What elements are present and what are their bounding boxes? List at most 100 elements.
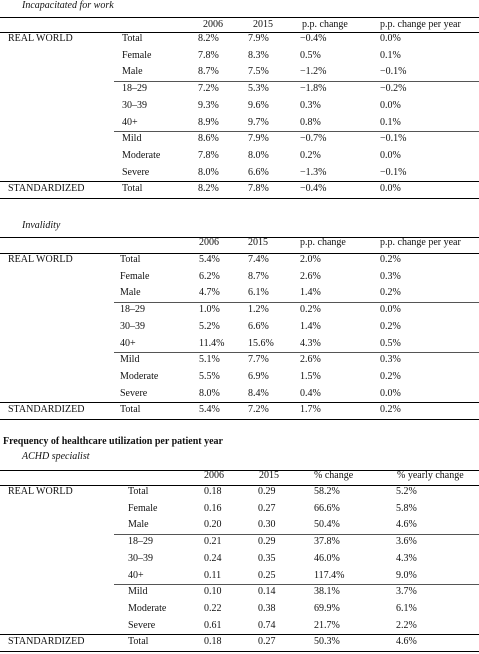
standardized-rule xyxy=(0,402,479,404)
table-cell: 6.9% xyxy=(248,370,269,382)
row-label: Male xyxy=(122,66,143,78)
row-label: Mild xyxy=(122,133,142,145)
table-cell: −0.4% xyxy=(300,33,327,44)
table-cell: 5.5% xyxy=(199,370,220,382)
table-cell: 5.2% xyxy=(396,486,417,497)
table-cell: 6.6% xyxy=(248,320,269,332)
table-cell: 0.22 xyxy=(204,602,222,614)
row-label: Moderate xyxy=(128,602,167,614)
table-cell: 37.8% xyxy=(314,536,340,548)
table-cell: 4.3% xyxy=(300,337,321,349)
table-cell: 0.2% xyxy=(380,254,401,265)
table-cell: 0.0% xyxy=(380,99,401,111)
row-label: Severe xyxy=(128,619,156,631)
table-cell: 0.24 xyxy=(204,552,222,564)
table-cell: 8.0% xyxy=(248,149,269,161)
column-header: 2006 xyxy=(203,19,223,30)
row-label: 30–39 xyxy=(120,320,145,332)
standardized-rule xyxy=(0,634,479,636)
table-cell: 0.2% xyxy=(300,304,321,316)
table-bottom-rule xyxy=(0,198,479,199)
group-divider xyxy=(114,302,479,304)
table-cell: 0.0% xyxy=(380,183,401,195)
header-bottom-rule xyxy=(0,32,479,33)
table-cell: 2.0% xyxy=(300,254,321,265)
column-header: 2006 xyxy=(199,237,219,248)
table-cell: 0.5% xyxy=(380,337,401,349)
table-cell: 8.3% xyxy=(248,49,269,61)
row-label: Female xyxy=(120,270,150,282)
table-cell: 0.2% xyxy=(300,149,321,161)
table-cell: 4.3% xyxy=(396,552,417,564)
row-label: 30–39 xyxy=(122,99,147,111)
table-cell: 0.4% xyxy=(300,387,321,399)
table-cell: 9.7% xyxy=(248,116,269,128)
row-label: Severe xyxy=(122,166,150,178)
row-label: Moderate xyxy=(120,370,159,382)
row-label: 40+ xyxy=(120,337,136,349)
table-cell: 0.0% xyxy=(380,304,401,316)
table-cell: 5.3% xyxy=(248,83,269,95)
table-cell: 5.2% xyxy=(199,320,220,332)
table-top-rule xyxy=(0,17,479,18)
table-cell: 7.5% xyxy=(248,66,269,78)
row-group-label: STANDARDIZED xyxy=(8,404,85,416)
table-cell: 0.8% xyxy=(300,116,321,128)
row-label: 18–29 xyxy=(122,83,147,95)
table-cell: 8.4% xyxy=(248,387,269,399)
table-cell: 0.2% xyxy=(380,320,401,332)
standardized-rule xyxy=(0,181,479,183)
table-cell: 0.2% xyxy=(380,370,401,382)
table-cell: 0.20 xyxy=(204,519,222,531)
table-cell: 5.8% xyxy=(396,502,417,514)
group-divider xyxy=(114,352,479,354)
table-cell: 6.1% xyxy=(248,287,269,299)
table-cell: 50.3% xyxy=(314,636,340,648)
table-cell: 7.7% xyxy=(248,354,269,366)
table-cell: 117.4% xyxy=(314,569,345,581)
table-cell: 8.9% xyxy=(198,116,219,128)
column-header: % yearly change xyxy=(397,470,464,481)
table-cell: 0.11 xyxy=(204,569,222,581)
table-cell: −0.1% xyxy=(380,166,407,178)
row-label: Mild xyxy=(128,586,148,598)
table-cell: 0.29 xyxy=(258,536,276,548)
table-cell: 2.2% xyxy=(396,619,417,631)
group-divider xyxy=(114,584,479,586)
table-cell: 0.1% xyxy=(380,116,401,128)
row-group-label: STANDARDIZED xyxy=(8,183,85,195)
table-cell: 15.6% xyxy=(248,337,274,349)
table-cell: −0.7% xyxy=(300,133,327,145)
table-cell: 11.4% xyxy=(199,337,225,349)
row-label: 30–39 xyxy=(128,552,153,564)
table-cell: −0.1% xyxy=(380,133,407,145)
row-group-label: REAL WORLD xyxy=(8,486,73,497)
table-cell: 0.27 xyxy=(258,502,276,514)
table-cell: 7.8% xyxy=(198,149,219,161)
column-header: 2006 xyxy=(204,470,224,481)
table-cell: 1.7% xyxy=(300,404,321,416)
table-cell: 8.7% xyxy=(248,270,269,282)
table-cell: 8.2% xyxy=(198,33,219,44)
table-cell: 4.7% xyxy=(199,287,220,299)
table-cell: 2.6% xyxy=(300,354,321,366)
table-cell: 1.4% xyxy=(300,287,321,299)
section-heading: Frequency of healthcare utilization per … xyxy=(3,436,223,447)
row-label: Male xyxy=(120,287,141,299)
table-cell: 38.1% xyxy=(314,586,340,598)
table-cell: 5.4% xyxy=(199,404,220,416)
row-group-label: REAL WORLD xyxy=(8,254,73,265)
table-cell: 0.18 xyxy=(204,636,222,648)
table-cell: 0.14 xyxy=(258,586,276,598)
table-cell: 4.6% xyxy=(396,636,417,648)
row-label: Moderate xyxy=(122,149,161,161)
table-cell: 0.30 xyxy=(258,519,276,531)
table-cell: 1.0% xyxy=(199,304,220,316)
row-label: 18–29 xyxy=(128,536,153,548)
group-divider xyxy=(114,81,479,83)
table-cell: −1.3% xyxy=(300,166,327,178)
table-cell: 21.7% xyxy=(314,619,340,631)
table-cell: 8.7% xyxy=(198,66,219,78)
row-label: Total xyxy=(120,404,141,416)
row-label: Total xyxy=(128,636,149,648)
